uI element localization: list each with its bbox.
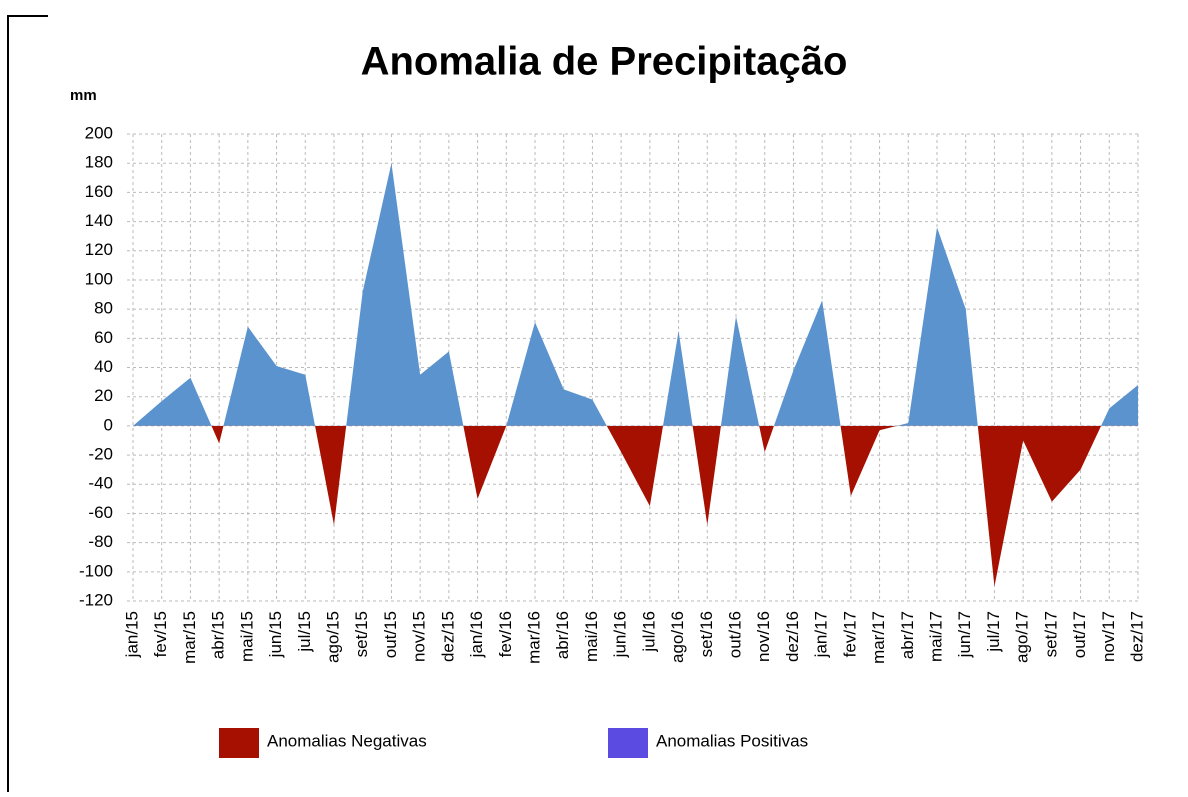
x-tick-label: jun/16	[611, 611, 630, 658]
x-tick-label: jul/15	[295, 611, 314, 653]
x-tick-label: jan/15	[122, 611, 141, 658]
x-tick-label: dez/15	[438, 611, 457, 662]
x-tick-label: mar/16	[524, 611, 543, 664]
y-tick-label: -20	[88, 445, 113, 464]
chart-title: Anomalia de Precipitação	[361, 40, 848, 84]
x-tick-label: abr/17	[898, 611, 917, 659]
x-tick-label: abr/15	[209, 611, 228, 659]
legend-swatch	[608, 728, 648, 758]
y-tick-label: 100	[85, 269, 113, 288]
x-tick-label: dez/17	[1127, 611, 1146, 662]
x-tick-label: fev/16	[496, 611, 515, 657]
y-tick-label: 80	[94, 299, 113, 318]
x-tick-label: jul/16	[639, 611, 658, 653]
y-tick-label: 120	[85, 240, 113, 259]
x-tick-label: abr/16	[553, 611, 572, 659]
y-tick-label: -40	[88, 474, 113, 493]
legend-label: Anomalias Negativas	[267, 731, 427, 750]
y-axis-label: mm	[70, 87, 97, 104]
legend-label: Anomalias Positivas	[656, 731, 808, 750]
y-tick-label: 20	[94, 386, 113, 405]
x-tick-label: ago/17	[1013, 611, 1032, 663]
x-tick-label: ago/16	[668, 611, 687, 663]
y-tick-label: -60	[88, 503, 113, 522]
x-tick-label: mar/15	[180, 611, 199, 664]
x-tick-label: mai/15	[237, 611, 256, 662]
x-tick-label: fev/15	[151, 611, 170, 657]
y-tick-label: 60	[94, 328, 113, 347]
x-tick-label: out/15	[381, 611, 400, 658]
frame	[7, 15, 48, 792]
x-tick-label: set/17	[1041, 611, 1060, 657]
y-tick-label: -120	[79, 590, 113, 609]
x-tick-label: out/16	[725, 611, 744, 658]
x-tick-label: jan/16	[467, 611, 486, 658]
x-tick-label: jun/15	[266, 611, 285, 658]
x-tick-label: jul/17	[984, 611, 1003, 653]
x-tick-label: jun/17	[955, 611, 974, 658]
x-tick-label: nov/15	[410, 611, 429, 662]
x-tick-label: mai/16	[582, 611, 601, 662]
x-tick-label: nov/16	[754, 611, 773, 662]
x-tick-label: mai/17	[926, 611, 945, 662]
x-tick-label: set/16	[697, 611, 716, 657]
x-tick-label: jan/17	[812, 611, 831, 658]
x-tick-label: ago/15	[323, 611, 342, 663]
x-tick-label: nov/17	[1099, 611, 1118, 662]
positive-area	[133, 163, 1138, 426]
y-tick-label: 200	[85, 123, 113, 142]
x-tick-label: dez/16	[783, 611, 802, 662]
y-tick-label: 160	[85, 182, 113, 201]
x-tick-label: mar/17	[869, 611, 888, 664]
y-tick-label: 140	[85, 211, 113, 230]
negative-area	[133, 425, 1138, 587]
legend-swatch	[219, 728, 259, 758]
y-tick-label: 180	[85, 153, 113, 172]
y-tick-label: 0	[104, 415, 113, 434]
y-tick-label: -80	[88, 532, 113, 551]
x-tick-label: fev/17	[840, 611, 859, 657]
x-tick-label: set/15	[352, 611, 371, 657]
y-tick-label: 40	[94, 357, 113, 376]
y-tick-label: -100	[79, 561, 113, 580]
x-tick-label: out/17	[1070, 611, 1089, 658]
